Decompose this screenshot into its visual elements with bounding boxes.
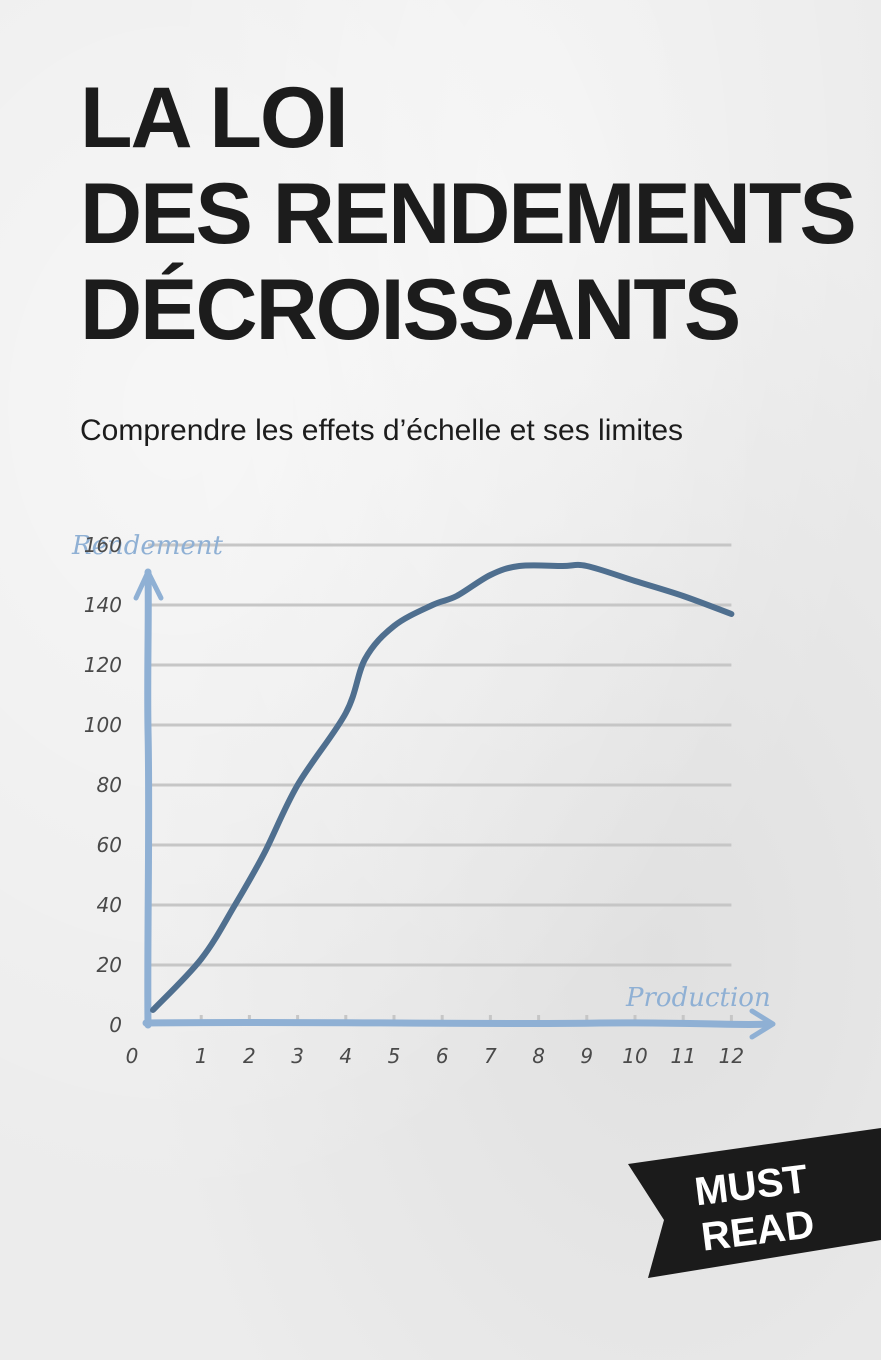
- y-tick-label: 0: [109, 1013, 122, 1037]
- x-tick-label: 4: [339, 1044, 352, 1068]
- x-tick-label: 5: [388, 1044, 401, 1068]
- title-line-1: LA LOI: [80, 70, 349, 166]
- x-tick-label: 11: [670, 1044, 695, 1068]
- x-tick-label: 2: [243, 1044, 256, 1068]
- x-tick-label: 7: [484, 1044, 497, 1068]
- x-tick-label: 6: [436, 1044, 449, 1068]
- y-axis-line: [144, 568, 153, 1029]
- y-axis-label: Rendement: [71, 531, 224, 561]
- y-tick-label: 120: [84, 653, 122, 677]
- x-tick-label: 9: [580, 1044, 593, 1068]
- chart-series: [150, 561, 735, 1013]
- chart-axes: Rendement Production: [71, 531, 776, 1040]
- x-tick-label: 3: [291, 1044, 304, 1068]
- y-tick-label: 80: [97, 773, 122, 797]
- title-line-3: DÉCROISSANTS: [80, 262, 741, 358]
- series-line-0: [150, 561, 735, 1013]
- x-axis-arrow-icon: [749, 1008, 776, 1040]
- x-tick-label: 8: [532, 1044, 545, 1068]
- x-axis-line: [142, 1018, 774, 1029]
- book-subtitle: Comprendre les effets d’échelle et ses l…: [80, 414, 684, 447]
- y-tick-label: 60: [97, 833, 122, 857]
- y-tick-label: 40: [97, 893, 122, 917]
- y-tick-label: 140: [84, 593, 122, 617]
- x-tick-label: 12: [719, 1044, 744, 1068]
- chart-grid: [148, 543, 733, 1023]
- x-tick-label: 1: [195, 1044, 208, 1068]
- title-line-2: DES RENDEMENTS: [80, 166, 857, 262]
- x-axis-label: Production: [625, 983, 771, 1013]
- y-tick-label: 20: [97, 953, 122, 977]
- book-title: LA LOI DES RENDEMENTS DÉCROISSANTS: [80, 70, 857, 358]
- y-tick-label: 100: [84, 713, 122, 737]
- x-tick-label: 0: [126, 1044, 139, 1068]
- y-axis-arrow-icon: [133, 569, 164, 601]
- badge-ribbon: [628, 1128, 881, 1278]
- yield-chart: Rendement Production 0204060801001201401…: [71, 531, 776, 1068]
- y-tick-label: 160: [84, 533, 122, 557]
- x-tick-label: 10: [622, 1044, 647, 1068]
- must-read-badge: MUST READ: [628, 1128, 881, 1278]
